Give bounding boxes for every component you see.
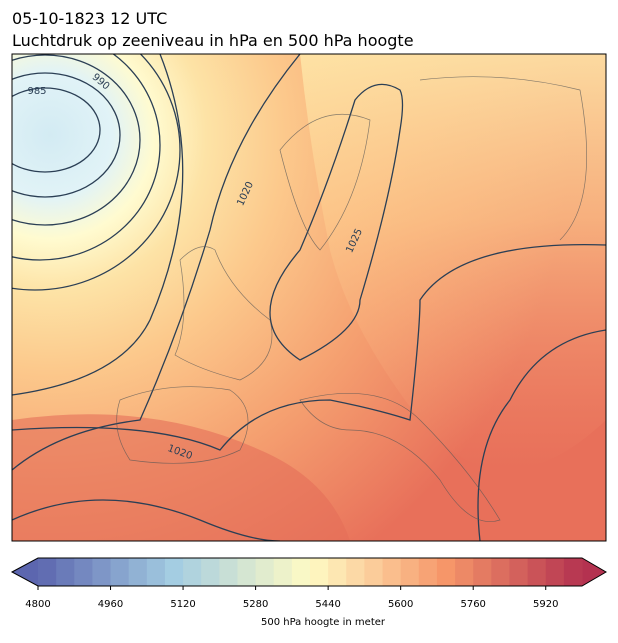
- colorbar-segment: [237, 558, 257, 586]
- colorbar-segment: [473, 558, 492, 586]
- colorbar-segment: [491, 558, 510, 586]
- colorbar-segment: [92, 558, 112, 586]
- colorbar-segment: [382, 558, 402, 586]
- colorbar-segment: [201, 558, 220, 586]
- colorbar-extend: [582, 558, 606, 586]
- colorbar-tick-label: 4800: [25, 599, 50, 610]
- colorbar-segment: [164, 558, 184, 586]
- colorbar-segment: [364, 558, 384, 586]
- colorbar-segment: [291, 558, 311, 586]
- map-frame: [11, 53, 607, 542]
- map: 985 990 1020 1025 1020: [12, 54, 606, 541]
- colorbar-extend: [12, 558, 38, 586]
- colorbar-tick-label: 5280: [243, 599, 268, 610]
- colorbar-segment: [183, 558, 202, 586]
- colorbar-segment: [346, 558, 365, 586]
- colorbar-tick-label: 4960: [98, 599, 123, 610]
- colorbar-segment: [255, 558, 275, 586]
- colorbar-segment: [545, 558, 565, 586]
- colorbar-segment: [219, 558, 238, 586]
- colorbar-tick-label: 5920: [533, 599, 558, 610]
- colorbar-segment: [436, 558, 456, 586]
- colorbar-segment: [563, 558, 583, 586]
- colorbar-segment: [328, 558, 347, 586]
- colorbar-segment: [310, 558, 329, 586]
- subtitle: Luchtdruk op zeeniveau in hPa en 500 hPa…: [12, 31, 414, 50]
- contour-label: 985: [27, 86, 46, 97]
- colorbar-tick-label: 5120: [170, 599, 195, 610]
- colorbar-segment: [509, 558, 529, 586]
- colorbar-segment: [527, 558, 547, 586]
- colorbar-segment: [110, 558, 130, 586]
- colorbar-segment: [56, 558, 75, 586]
- coastlines: [116, 76, 587, 522]
- title: 05-10-1823 12 UTC: [12, 9, 167, 28]
- colorbar-segment: [128, 558, 148, 586]
- colorbar-segment: [146, 558, 166, 586]
- map-field: [12, 414, 350, 541]
- colorbar-segment: [38, 558, 57, 586]
- colorbar-tick-label: 5600: [388, 599, 413, 610]
- colorbar-label: 500 hPa hoogte in meter: [261, 617, 386, 628]
- colorbar-tick-label: 5440: [315, 599, 340, 610]
- colorbar-segment: [74, 558, 93, 586]
- colorbar-segment: [273, 558, 293, 586]
- colorbar-segment: [400, 558, 420, 586]
- colorbar-segment: [455, 558, 474, 586]
- colorbar: 4800 4960 5120 5280 5440 5600 5760 5920: [10, 557, 607, 610]
- isobars: [12, 54, 606, 541]
- colorbar-segment: [418, 558, 438, 586]
- map-field: [300, 54, 606, 470]
- colorbar-tick-label: 5760: [460, 599, 485, 610]
